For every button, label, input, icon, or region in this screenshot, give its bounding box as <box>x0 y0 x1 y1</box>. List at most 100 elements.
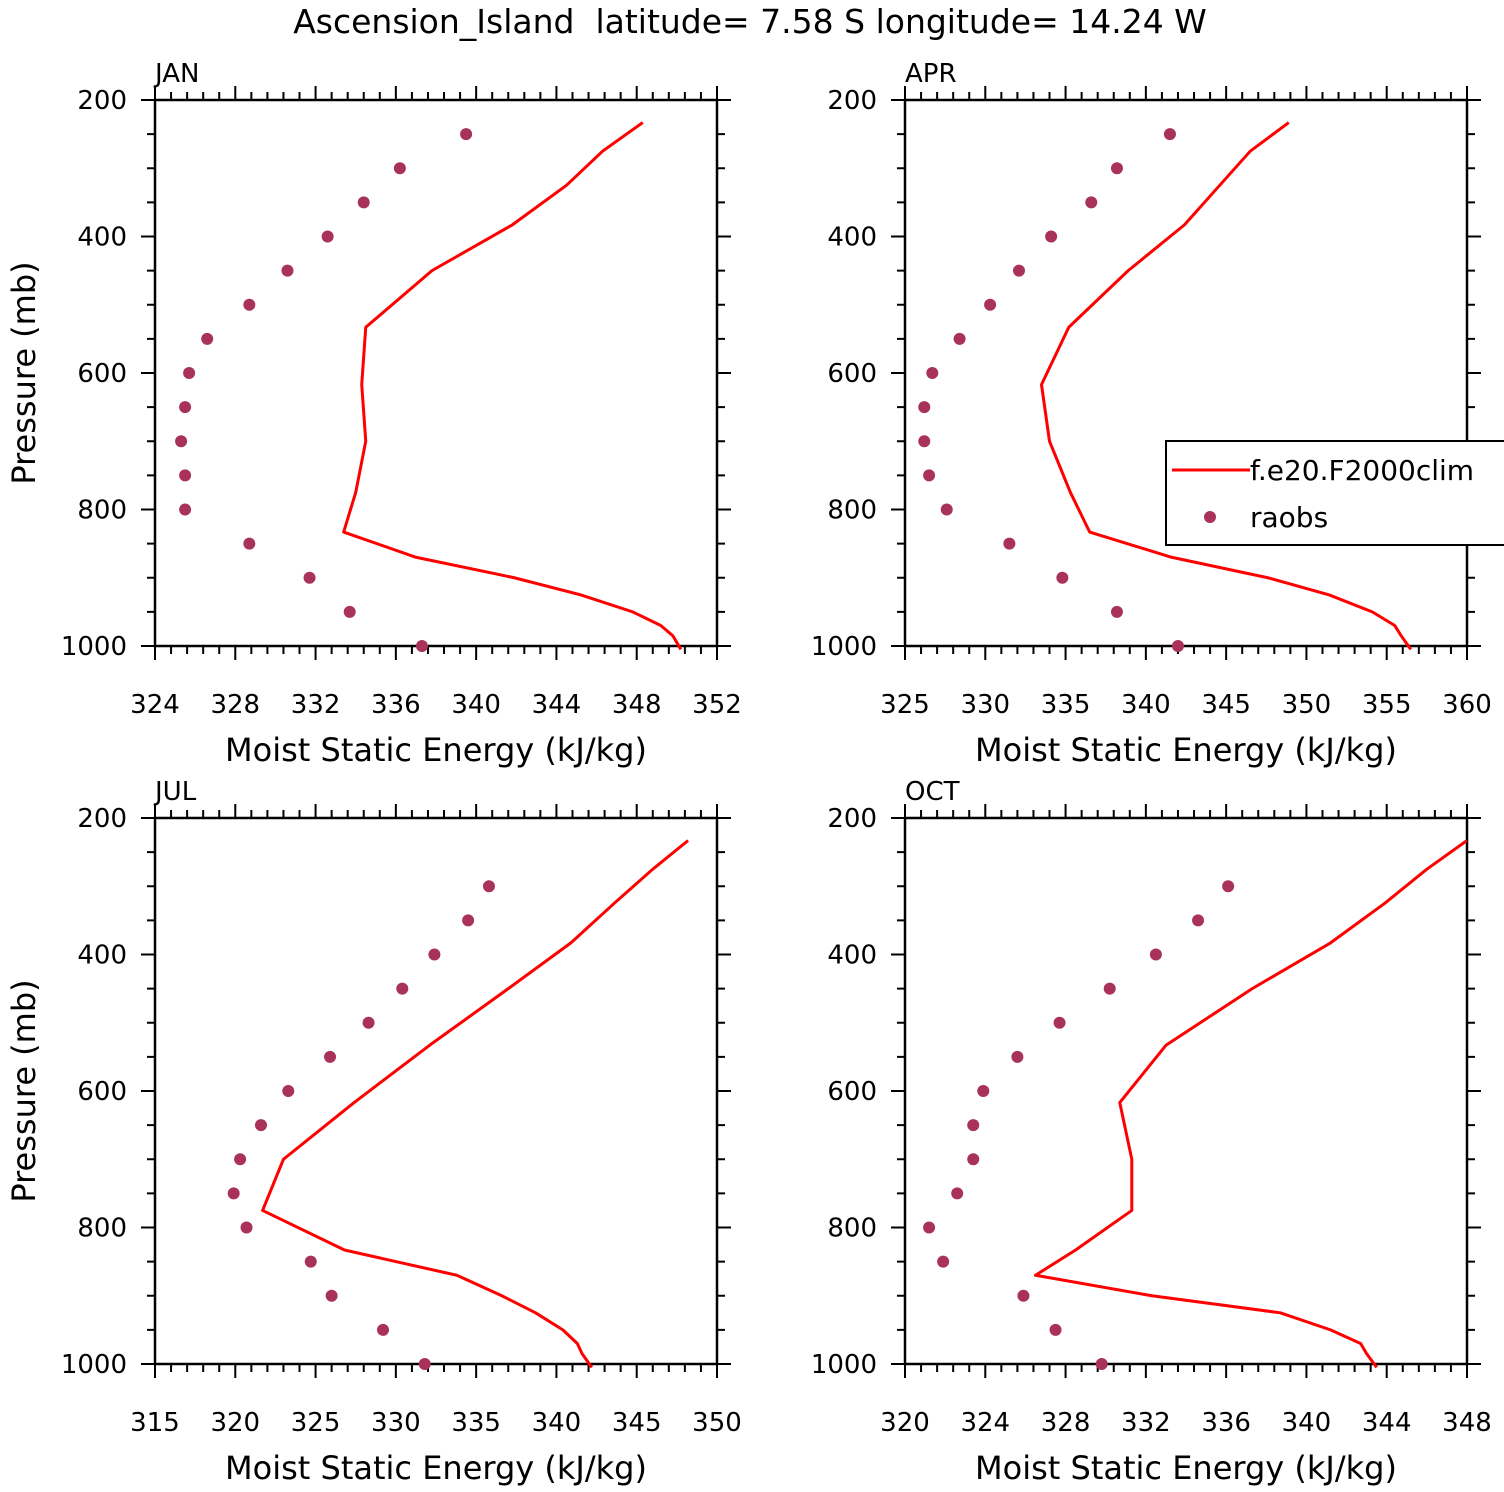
raobs-point <box>304 1255 317 1268</box>
model-profile-line <box>1039 121 1413 651</box>
raobs-point <box>462 914 475 927</box>
raobs-point <box>234 1153 247 1166</box>
plot-frame <box>153 98 719 648</box>
x-tick-label: 340 <box>532 1408 582 1438</box>
raobs-point <box>1110 605 1123 618</box>
x-tick-label: 344 <box>1362 1408 1412 1438</box>
raobs-point <box>227 1187 240 1200</box>
series-group <box>227 839 690 1370</box>
raobs-point <box>1085 196 1098 209</box>
panel-jul: 315 320 325 330 335 340 345 350 200 400 600 800 1000… <box>5 777 742 1487</box>
raobs-point <box>1017 1289 1030 1302</box>
raobs-point <box>343 605 356 618</box>
raobs-point <box>926 367 939 379</box>
raobs-point <box>1045 230 1058 243</box>
x-tick-label: 340 <box>1282 1408 1332 1438</box>
raobs-point <box>937 1255 950 1268</box>
series-group <box>175 121 683 652</box>
raobs-point <box>918 401 931 414</box>
panel-title: APR <box>905 59 957 89</box>
raobs-point <box>362 1016 375 1029</box>
x-tick-label: 355 <box>1362 690 1412 720</box>
x-tick-label: 344 <box>532 690 582 720</box>
x-tick-label: 348 <box>1442 1408 1492 1438</box>
panel-apr: 325 330 335 340 345 350 355 360 200 400 600 800 1000… <box>811 59 1492 769</box>
x-tick-label: 332 <box>291 690 341 720</box>
x-tick-label: 315 <box>130 1408 180 1438</box>
x-tick-label: 332 <box>1121 1408 1171 1438</box>
raobs-point <box>254 1119 267 1132</box>
x-tick-label: 336 <box>371 690 421 720</box>
legend-obs-label: raobs <box>1250 501 1328 534</box>
raobs-point <box>183 367 196 379</box>
x-tick-label: 328 <box>1041 1408 1091 1438</box>
y-tick-label: 400 <box>77 223 127 253</box>
raobs-point <box>460 128 473 141</box>
raobs-point <box>967 1153 980 1166</box>
plot-frame <box>903 98 1469 648</box>
raobs-point <box>175 435 188 448</box>
y-axis-label: Pressure (mb) <box>5 979 43 1202</box>
raobs-point <box>357 196 370 209</box>
y-tick-label: 600 <box>827 359 877 389</box>
model-profile-line <box>342 121 683 651</box>
raobs-point <box>940 503 953 516</box>
panel-title: JUL <box>153 777 197 807</box>
raobs-point <box>243 298 256 311</box>
legend-box <box>1165 440 1504 546</box>
x-tick-label: 345 <box>612 1408 662 1438</box>
x-axis-label: Moist Static Energy (kJ/kg) <box>225 1449 647 1487</box>
raobs-point <box>953 332 966 345</box>
x-tick-label: 345 <box>1201 690 1251 720</box>
y-tick-label: 400 <box>827 941 877 971</box>
raobs-point <box>1013 264 1026 277</box>
raobs-point <box>1053 1016 1066 1029</box>
x-tick-label: 348 <box>612 690 662 720</box>
y-tick-label: 1000 <box>811 1350 877 1380</box>
raobs-point <box>321 230 334 243</box>
x-axis-label: Moist Static Energy (kJ/kg) <box>975 731 1397 769</box>
x-tick-label: 320 <box>210 1408 260 1438</box>
y-tick-label: 1000 <box>61 1350 127 1380</box>
panel-title: OCT <box>905 777 960 807</box>
y-tick-label: 400 <box>827 223 877 253</box>
raobs-point <box>201 332 214 345</box>
model-profile-line <box>1033 839 1467 1369</box>
x-tick-label: 340 <box>1121 690 1171 720</box>
y-axis-label: Pressure (mb) <box>5 261 43 484</box>
raobs-point <box>977 1085 990 1097</box>
y-tick-label: 800 <box>827 496 877 526</box>
raobs-point <box>1163 128 1176 141</box>
raobs-point <box>324 1050 337 1063</box>
y-tick-label: 1000 <box>811 632 877 662</box>
x-tick-label: 350 <box>692 1408 742 1438</box>
raobs-point <box>179 503 192 516</box>
plot-frame <box>903 816 1469 1366</box>
y-tick-label: 200 <box>827 86 877 116</box>
x-axis-label: Moist Static Energy (kJ/kg) <box>225 731 647 769</box>
raobs-point <box>1095 1358 1108 1370</box>
raobs-point <box>243 537 256 550</box>
y-tick-label: 600 <box>827 1077 877 1107</box>
x-tick-label: 335 <box>1041 690 1091 720</box>
raobs-point <box>951 1187 964 1200</box>
x-tick-label: 330 <box>371 1408 421 1438</box>
panel-title: JAN <box>153 59 199 89</box>
x-tick-label: 324 <box>130 690 180 720</box>
raobs-point <box>393 162 406 175</box>
raobs-point <box>179 469 192 482</box>
raobs-point <box>1011 1050 1024 1063</box>
raobs-point <box>1171 640 1184 652</box>
y-tick-label: 600 <box>77 359 127 389</box>
raobs-point <box>1003 537 1016 550</box>
series-group <box>918 121 1413 652</box>
x-tick-label: 325 <box>880 690 930 720</box>
x-tick-label: 324 <box>960 1408 1010 1438</box>
raobs-point <box>418 1358 431 1370</box>
x-tick-label: 336 <box>1201 1408 1251 1438</box>
plot-frame <box>153 816 719 1366</box>
x-tick-label: 325 <box>291 1408 341 1438</box>
legend-marker-swatch <box>1204 511 1216 523</box>
y-tick-label: 800 <box>77 1214 127 1244</box>
x-axis-label: Moist Static Energy (kJ/kg) <box>975 1449 1397 1487</box>
